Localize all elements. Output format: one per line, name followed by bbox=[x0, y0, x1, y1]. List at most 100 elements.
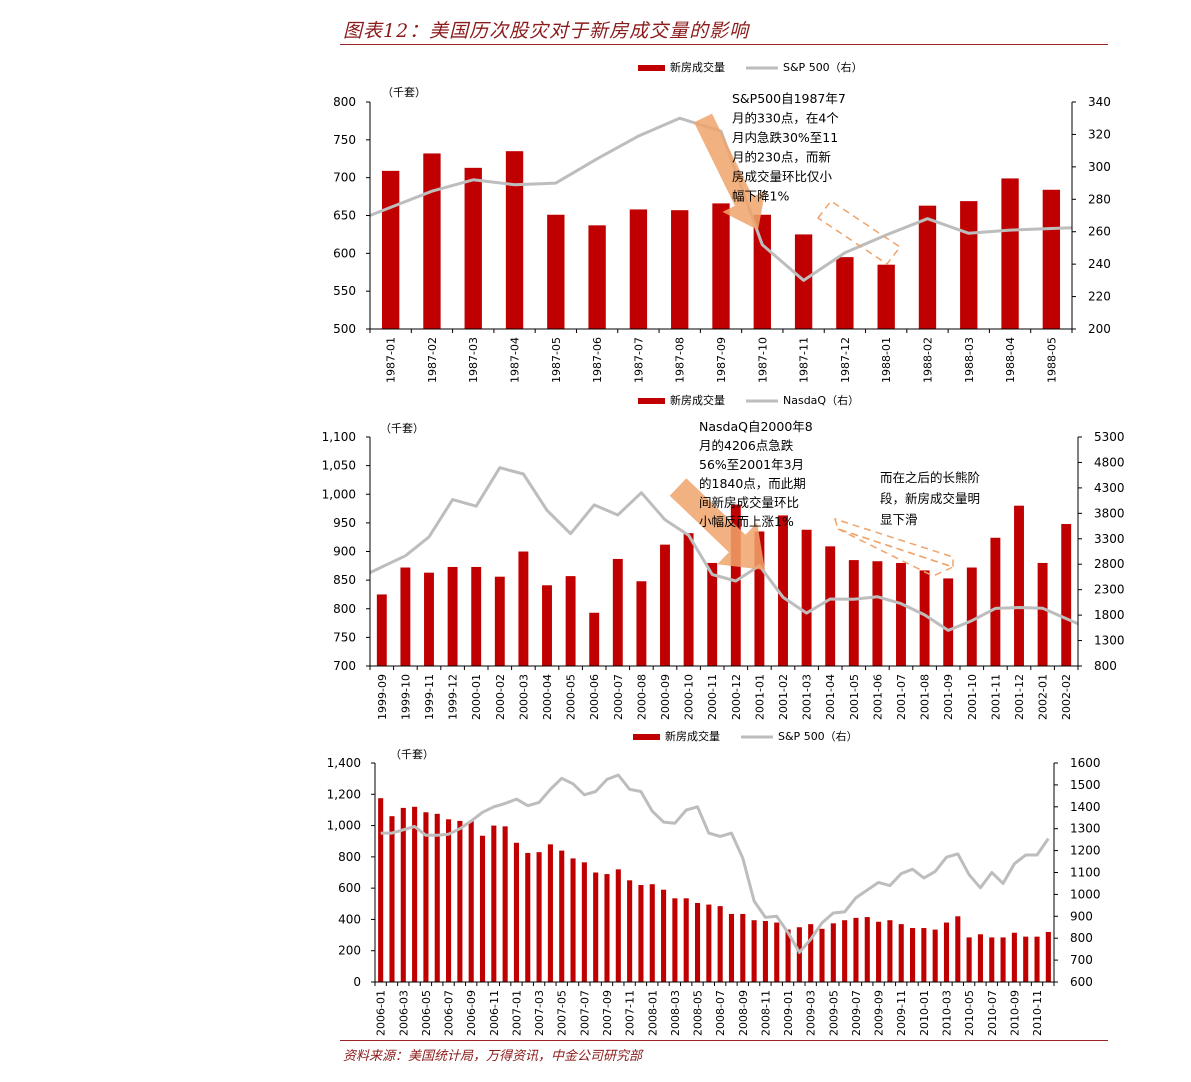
x-tick-label: 1988-04 bbox=[1004, 337, 1017, 383]
bar bbox=[547, 844, 553, 982]
figure-title: 图表12：美国历次股灾对于新房成交量的影响 bbox=[343, 20, 750, 42]
x-tick-label: 2001-01 bbox=[753, 674, 766, 720]
left-axis-unit: （千套） bbox=[380, 422, 424, 435]
bar bbox=[491, 825, 497, 982]
bar bbox=[479, 835, 486, 982]
bar bbox=[836, 257, 854, 329]
x-tick-label: 2006-03 bbox=[397, 990, 410, 1036]
bar bbox=[536, 852, 542, 982]
x-tick-label: 2001-12 bbox=[1013, 674, 1026, 720]
left-tick-label: 750 bbox=[333, 630, 356, 644]
bar bbox=[864, 917, 870, 982]
bar bbox=[412, 806, 418, 982]
x-tick-label: 1987-03 bbox=[467, 337, 480, 383]
x-tick-label: 2001-03 bbox=[801, 674, 814, 720]
bar bbox=[717, 906, 723, 982]
bar bbox=[753, 214, 771, 329]
left-tick-label: 600 bbox=[333, 246, 356, 260]
right-tick-label: 1100 bbox=[1070, 866, 1101, 880]
x-tick-label: 1987-05 bbox=[550, 337, 563, 383]
x-tick-label: 2001-02 bbox=[777, 674, 790, 720]
x-tick-label: 1999-10 bbox=[399, 674, 412, 720]
x-tick-label: 2008-09 bbox=[737, 990, 750, 1036]
bar bbox=[887, 920, 893, 982]
left-tick-label: 600 bbox=[338, 881, 361, 895]
legend-line-label: S&P 500（右） bbox=[783, 60, 863, 74]
left-tick-label: 550 bbox=[333, 284, 356, 298]
annotation-arrow bbox=[694, 113, 766, 230]
bar bbox=[740, 913, 746, 982]
x-tick-label: 1988-02 bbox=[921, 337, 934, 383]
bar bbox=[400, 807, 406, 982]
annotation-text: 的1840点，而此期 bbox=[699, 476, 806, 491]
x-tick-label: 1999-11 bbox=[423, 674, 436, 720]
right-tick-label: 220 bbox=[1088, 290, 1111, 304]
bar bbox=[990, 537, 1001, 666]
annotation-text: 月的330点，在4个 bbox=[732, 111, 839, 126]
left-tick-label: 1,100 bbox=[322, 430, 356, 444]
annotation-dashed-box bbox=[833, 517, 954, 569]
right-tick-label: 260 bbox=[1088, 225, 1111, 239]
x-tick-label: 2009-01 bbox=[782, 990, 795, 1036]
x-tick-label: 1987-10 bbox=[756, 337, 769, 383]
x-tick-label: 2006-05 bbox=[420, 990, 433, 1036]
bar bbox=[446, 819, 452, 982]
x-tick-label: 1999-12 bbox=[447, 674, 460, 720]
bar bbox=[808, 924, 814, 982]
bar bbox=[707, 562, 718, 666]
right-tick-label: 4300 bbox=[1094, 481, 1125, 495]
bar bbox=[1001, 178, 1019, 329]
bottom-rule bbox=[340, 1040, 1108, 1041]
bar bbox=[502, 826, 508, 982]
annotation-text: 房成交量环比仅小 bbox=[732, 169, 833, 184]
x-tick-label: 1987-11 bbox=[798, 337, 811, 383]
bar bbox=[542, 585, 552, 666]
x-tick-label: 2001-11 bbox=[989, 674, 1002, 720]
right-tick-label: 800 bbox=[1094, 659, 1117, 673]
annotation-text: 月内急跌30%至11 bbox=[732, 130, 838, 145]
legend-bar-label: 新房成交量 bbox=[670, 60, 725, 74]
bar bbox=[1061, 524, 1072, 666]
left-tick-label: 700 bbox=[333, 171, 356, 185]
bar bbox=[966, 937, 972, 982]
left-tick-label: 950 bbox=[333, 516, 356, 530]
bar bbox=[728, 913, 735, 982]
x-tick-label: 2009-11 bbox=[895, 990, 908, 1036]
right-tick-label: 1000 bbox=[1070, 887, 1101, 901]
x-tick-label: 2010-03 bbox=[940, 990, 953, 1036]
x-tick-label: 2000-09 bbox=[659, 674, 672, 720]
x-tick-label: 2000-02 bbox=[494, 674, 507, 720]
x-tick-label: 2000-05 bbox=[565, 674, 578, 720]
left-tick-label: 800 bbox=[333, 602, 356, 616]
x-tick-label: 2001-08 bbox=[919, 674, 932, 720]
left-tick-label: 1,000 bbox=[322, 487, 356, 501]
bar bbox=[389, 816, 395, 982]
x-tick-label: 1999-09 bbox=[376, 674, 389, 720]
left-tick-label: 200 bbox=[338, 944, 361, 958]
bar bbox=[638, 885, 644, 982]
bar bbox=[1037, 562, 1048, 666]
x-tick-label: 2007-05 bbox=[556, 990, 569, 1036]
bar bbox=[819, 928, 825, 982]
x-tick-label: 2002-01 bbox=[1037, 674, 1050, 720]
bar bbox=[471, 566, 482, 666]
right-tick-label: 1600 bbox=[1070, 756, 1101, 770]
bar bbox=[977, 934, 983, 982]
x-tick-label: 2010-01 bbox=[918, 990, 931, 1036]
x-tick-label: 1987-02 bbox=[426, 337, 439, 383]
right-tick-label: 600 bbox=[1070, 975, 1093, 989]
bar bbox=[565, 576, 576, 666]
top-rule bbox=[340, 44, 1108, 45]
bar bbox=[989, 937, 995, 982]
bar bbox=[876, 921, 882, 982]
right-tick-label: 700 bbox=[1070, 953, 1093, 967]
right-tick-label: 1800 bbox=[1094, 608, 1125, 622]
x-tick-label: 2001-05 bbox=[848, 674, 861, 720]
bar bbox=[627, 880, 633, 982]
bar bbox=[830, 923, 836, 982]
bar bbox=[447, 566, 458, 666]
bar bbox=[1014, 505, 1024, 666]
x-tick-label: 2001-06 bbox=[871, 674, 884, 720]
x-tick-label: 1988-05 bbox=[1045, 337, 1058, 383]
left-tick-label: 650 bbox=[333, 209, 356, 223]
